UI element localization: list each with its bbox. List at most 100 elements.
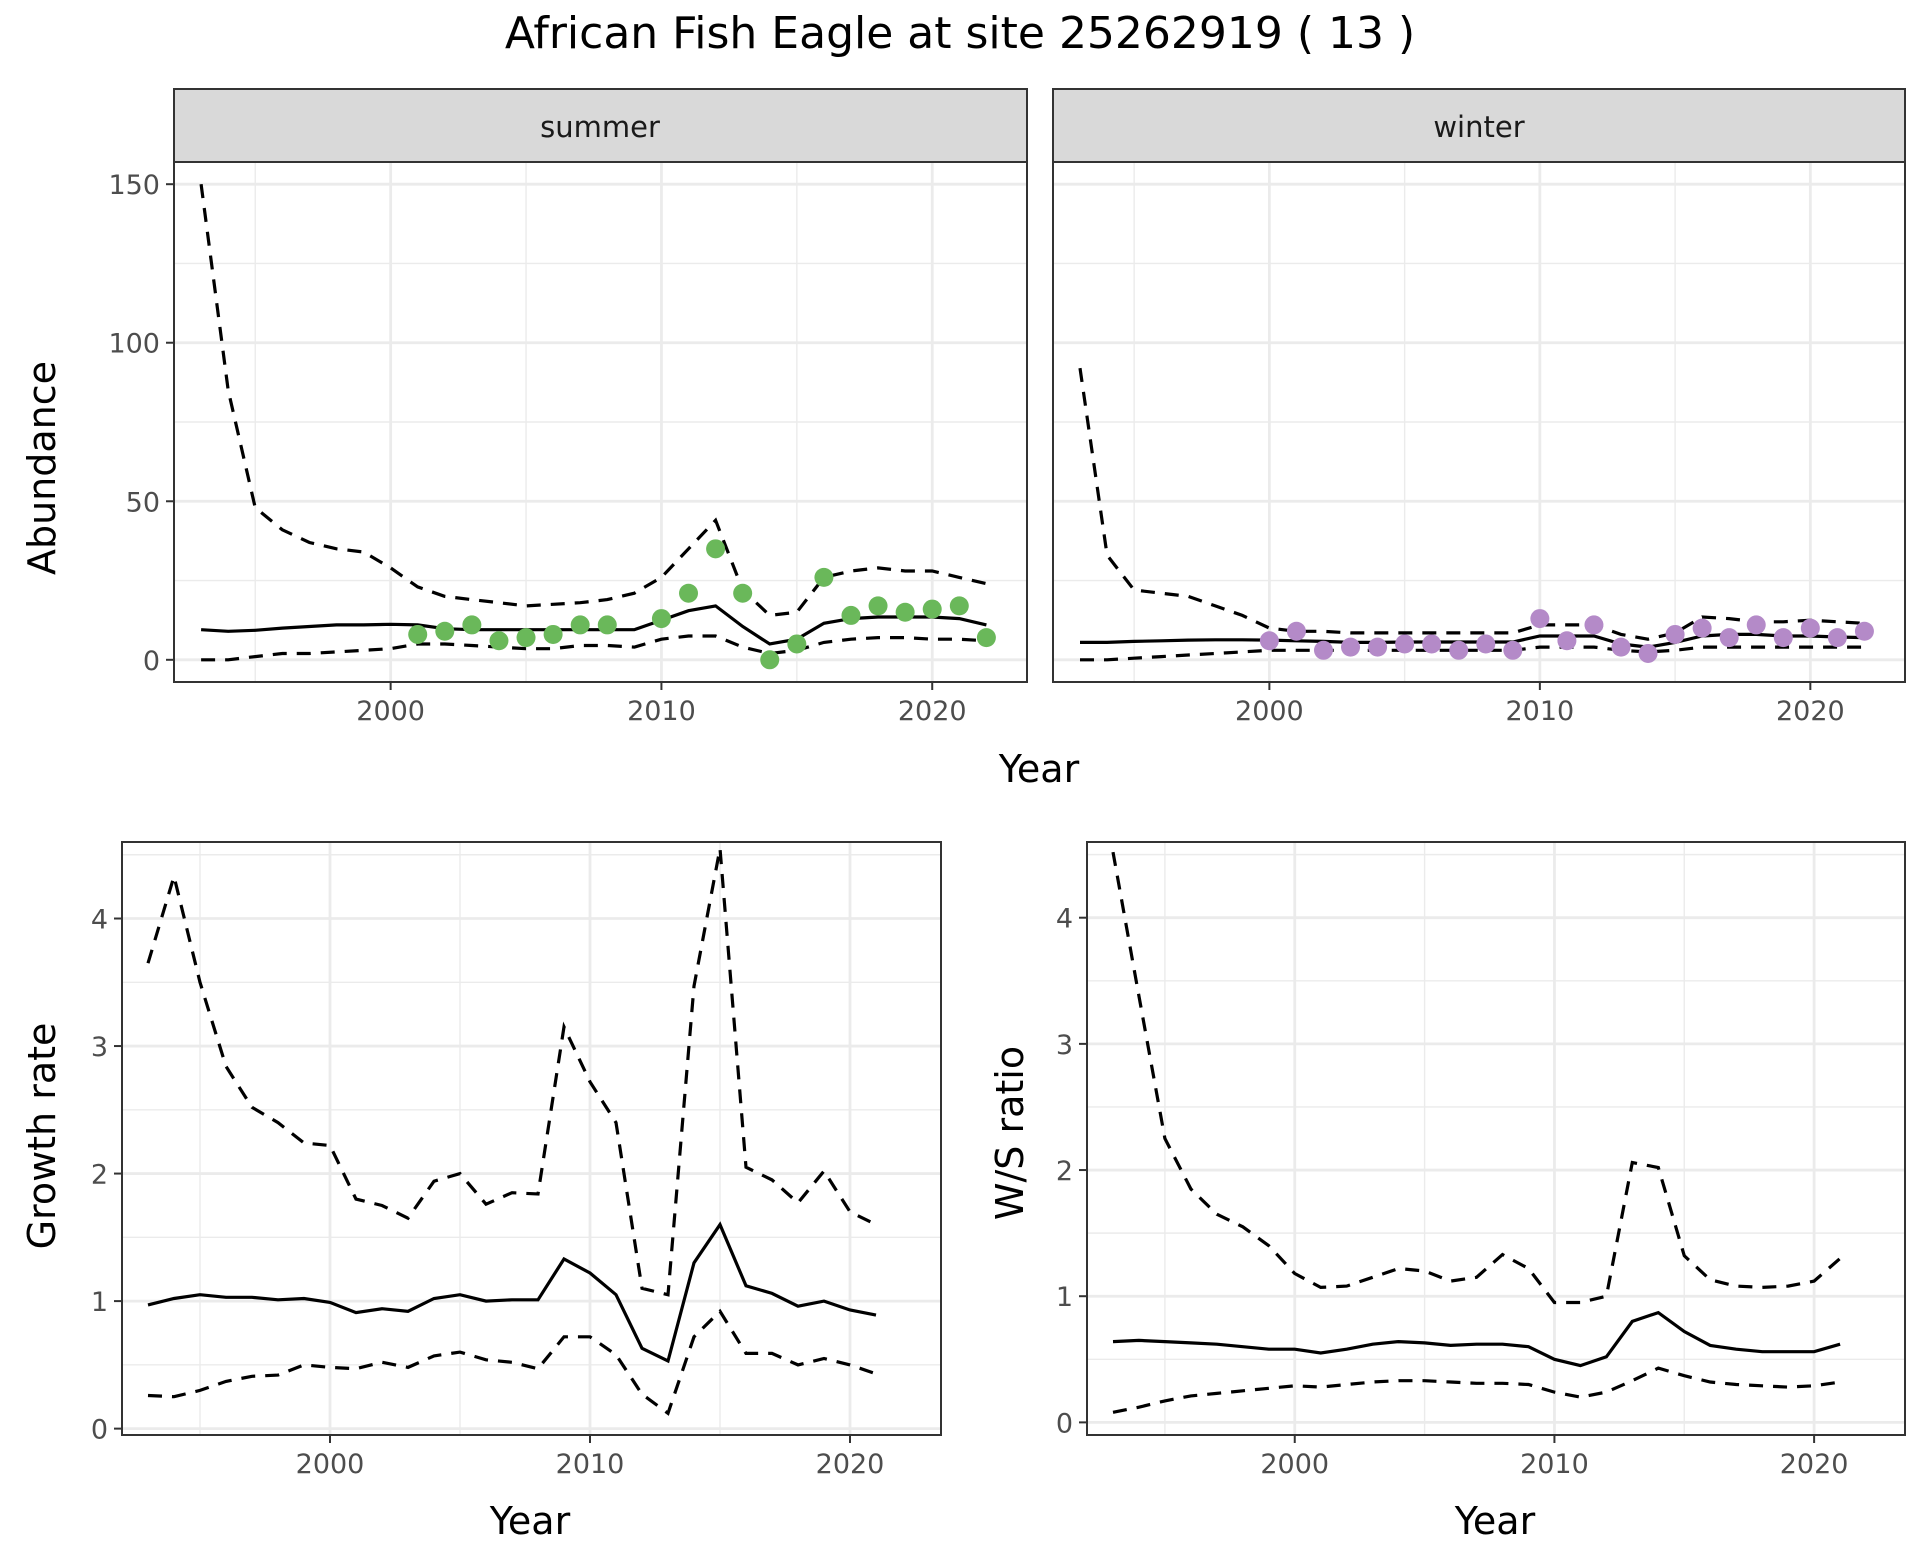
ws-ratio-y-tick-label-1: 1	[1056, 1282, 1073, 1313]
abundance-summer-observed-point	[976, 628, 996, 648]
abundance-y-axis-title: Abundance	[20, 361, 64, 575]
abundance-winter-observed-point	[1286, 621, 1306, 641]
abundance-winter-observed-point	[1476, 634, 1496, 654]
abundance-winter-observed-point	[1503, 640, 1523, 660]
ws-ratio-plot-background	[1087, 842, 1905, 1435]
growth-rate-x-axis-title: Year	[489, 1499, 571, 1543]
abundance-summer-observed-point	[868, 596, 888, 616]
growth-rate-lower-ci-line	[147, 1308, 877, 1416]
abundance-summer-y-tick-label-100: 100	[108, 329, 160, 360]
abundance-summer-observed-point	[895, 602, 915, 622]
growth-rate-y-tick-label-2: 2	[91, 1160, 108, 1191]
ws-ratio-lower-ci-line	[1112, 1366, 1841, 1414]
ws-ratio-x-tick-label-2000: 2000	[1260, 1449, 1329, 1480]
abundance-summer-observed-point	[679, 583, 699, 603]
ws-ratio-x-axis-title: Year	[1454, 1499, 1536, 1543]
ws-ratio-y-tick-label-0: 0	[1056, 1408, 1073, 1439]
abundance-winter-observed-point	[1449, 640, 1469, 660]
strip-winter-label: winter	[1433, 110, 1524, 144]
abundance-winter-observed-point	[1746, 615, 1766, 635]
growth-rate-x-tick-label-2010: 2010	[556, 1449, 625, 1480]
growth-rate-x-tick-label-2000: 2000	[296, 1449, 365, 1480]
abundance-summer-observed-point	[651, 609, 671, 629]
abundance-winter-observed-point	[1422, 634, 1442, 654]
strip-winter: winter	[1052, 88, 1906, 163]
abundance-summer-observed-point	[516, 628, 536, 648]
main-title: African Fish Eagle at site 25262919 ( 13…	[505, 8, 1415, 59]
abundance-summer-y-tick-label-0: 0	[143, 646, 160, 677]
ws-ratio-y-tick-label-3: 3	[1056, 1030, 1073, 1061]
abundance-winter-observed-point	[1313, 640, 1333, 660]
abundance-winter-observed-point	[1341, 637, 1361, 657]
abundance-summer-observed-point	[949, 596, 969, 616]
ws-ratio-panel: 2000 2010 2020 0 1 2 3 4	[1056, 841, 1906, 1480]
abundance-winter-panel: 2000 2010 2020	[1052, 161, 1906, 727]
abundance-winter-observed-point	[1692, 618, 1712, 638]
abundance-summer-observed-point	[597, 615, 617, 635]
abundance-summer-observed-point	[543, 624, 563, 644]
abundance-summer-panel: 2000 2010 2020 0 50 100 150	[108, 161, 1028, 727]
strip-summer: summer	[173, 88, 1028, 163]
abundance-summer-lower-ci-line	[201, 634, 987, 662]
abundance-summer-observed-point	[922, 599, 942, 619]
abundance-summer-observed-point	[570, 615, 590, 635]
abundance-winter-observed-point	[1827, 628, 1847, 648]
ws-ratio-y-tick-label-4: 4	[1056, 904, 1073, 935]
ws-ratio-y-axis-title: W/S ratio	[988, 1046, 1032, 1220]
growth-rate-panel-border	[121, 841, 942, 1436]
growth-rate-x-tick-label-2020: 2020	[816, 1449, 885, 1480]
ws-ratio-panel-border	[1086, 841, 1906, 1436]
abundance-summer-observed-point	[408, 624, 428, 644]
abundance-winter-observed-point	[1854, 621, 1874, 641]
abundance-summer-observed-point	[787, 634, 807, 654]
growth-rate-estimate-line	[147, 1221, 877, 1364]
abundance-winter-observed-point	[1719, 628, 1739, 648]
abundance-summer-x-tick-label-2010: 2010	[627, 696, 696, 727]
ws-ratio-x-tick-label-2010: 2010	[1520, 1449, 1589, 1480]
abundance-summer-observed-point	[814, 567, 834, 587]
abundance-winter-observed-point	[1665, 624, 1685, 644]
abundance-summer-observed-point	[489, 631, 509, 651]
abundance-summer-y-tick-label-50: 50	[126, 487, 160, 518]
abundance-winter-observed-point	[1530, 609, 1550, 629]
strip-summer-label: summer	[540, 110, 660, 144]
abundance-winter-x-tick-label-2010: 2010	[1505, 696, 1574, 727]
abundance-x-axis-title: Year	[998, 747, 1080, 791]
abundance-winter-x-tick-label-2000: 2000	[1235, 696, 1304, 727]
abundance-summer-observed-point	[841, 605, 861, 625]
growth-rate-plot-background	[122, 842, 941, 1435]
abundance-summer-y-tick-label-150: 150	[108, 170, 160, 201]
ws-ratio-x-tick-label-2020: 2020	[1780, 1449, 1849, 1480]
abundance-summer-observed-point	[462, 615, 482, 635]
abundance-winter-observed-point	[1584, 615, 1604, 635]
abundance-winter-x-tick-label-2020: 2020	[1776, 696, 1845, 727]
abundance-winter-observed-point	[1368, 637, 1388, 657]
ws-ratio-estimate-line	[1112, 1310, 1841, 1368]
abundance-winter-observed-point	[1395, 634, 1415, 654]
abundance-winter-observed-point	[1638, 643, 1658, 663]
abundance-summer-x-tick-label-2000: 2000	[356, 696, 425, 727]
abundance-winter-observed-point	[1773, 628, 1793, 648]
abundance-winter-observed-point	[1557, 631, 1577, 651]
growth-rate-y-tick-label-3: 3	[91, 1032, 108, 1063]
ws-ratio-upper-ci-line	[1111, 851, 1842, 1305]
abundance-summer-upper-ci-line	[199, 183, 987, 618]
abundance-winter-upper-ci-line	[1078, 367, 1865, 641]
growth-rate-y-tick-label-0: 0	[91, 1415, 108, 1446]
ws-ratio-y-tick-label-2: 2	[1056, 1156, 1073, 1187]
abundance-summer-observed-point	[706, 539, 726, 559]
abundance-winter-observed-point	[1800, 618, 1820, 638]
abundance-summer-observed-point	[733, 583, 753, 603]
abundance-winter-observed-point	[1259, 631, 1279, 651]
abundance-winter-observed-point	[1611, 637, 1631, 657]
abundance-summer-observed-point	[435, 621, 455, 641]
abundance-summer-x-tick-label-2020: 2020	[898, 696, 967, 727]
growth-rate-y-tick-label-1: 1	[91, 1287, 108, 1318]
growth-rate-y-axis-title: Growth rate	[20, 1023, 64, 1250]
growth-rate-panel: 2000 2010 2020 0 1 2 3 4	[91, 841, 942, 1480]
strip-winter-background	[1052, 88, 1906, 163]
strip-summer-background	[173, 88, 1028, 163]
abundance-summer-observed-point	[760, 650, 780, 670]
